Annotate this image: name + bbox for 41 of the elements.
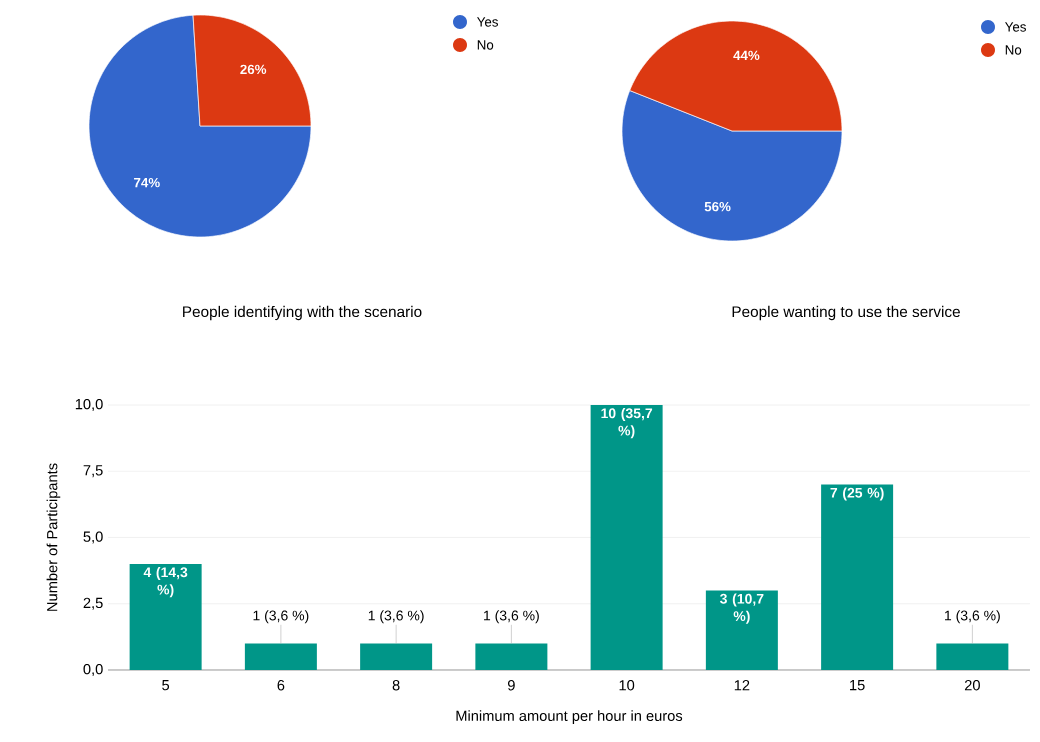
x-tick-label: 8 — [392, 680, 400, 691]
x-tick-label: 10 — [619, 680, 635, 691]
legend-label: Yes — [1005, 22, 1026, 32]
y-tick-label: 7,5 — [83, 465, 103, 478]
bar — [705, 590, 778, 670]
bar — [475, 643, 548, 670]
bar — [244, 643, 317, 670]
data-label: 7 (25 %) — [830, 487, 884, 501]
data-label: 1 (3,6 %) — [945, 610, 1000, 624]
bar — [590, 405, 663, 670]
data-label: 1 (3,6 %) — [368, 610, 424, 624]
bar — [936, 643, 1009, 670]
data-label: 44% — [733, 50, 760, 61]
x-tick-label: 5 — [162, 680, 170, 691]
x-tick-label: 15 — [850, 680, 865, 691]
data-label: 10 (35,7 %) — [601, 407, 653, 439]
text: People wanting to use the service — [732, 305, 960, 321]
legend-label: No — [477, 40, 494, 50]
data-label: 74% — [134, 177, 160, 188]
legend-label: Yes — [477, 17, 498, 27]
text: People identifying with the scenario — [183, 305, 422, 321]
data-label: 26% — [240, 64, 267, 75]
x-tick-label: 6 — [277, 680, 285, 691]
y-tick-label: 5,0 — [83, 531, 103, 544]
legend-label: No — [1005, 45, 1022, 55]
data-label: 1 (3,6 %) — [484, 610, 539, 624]
y-tick-label: 10,0 — [75, 398, 103, 412]
bar — [821, 484, 894, 670]
data-label: 56% — [704, 201, 731, 212]
y-tick-label: 0,0 — [83, 663, 103, 677]
x-axis-title: Minimum amount per hour in euros — [456, 710, 683, 724]
x-tick-label: 9 — [507, 680, 515, 691]
x-tick-label: 12 — [734, 680, 750, 691]
y-axis-title: Number of Participants — [46, 463, 61, 611]
data-label: 3 (10,7 %) — [720, 593, 764, 624]
y-tick-label: 2,5 — [83, 597, 103, 610]
data-label: 1 (3,6 %) — [253, 610, 309, 624]
data-label: 4 (14,3 %) — [143, 566, 188, 598]
bar — [129, 564, 202, 670]
x-tick-label: 20 — [964, 680, 980, 691]
bar — [360, 643, 433, 670]
